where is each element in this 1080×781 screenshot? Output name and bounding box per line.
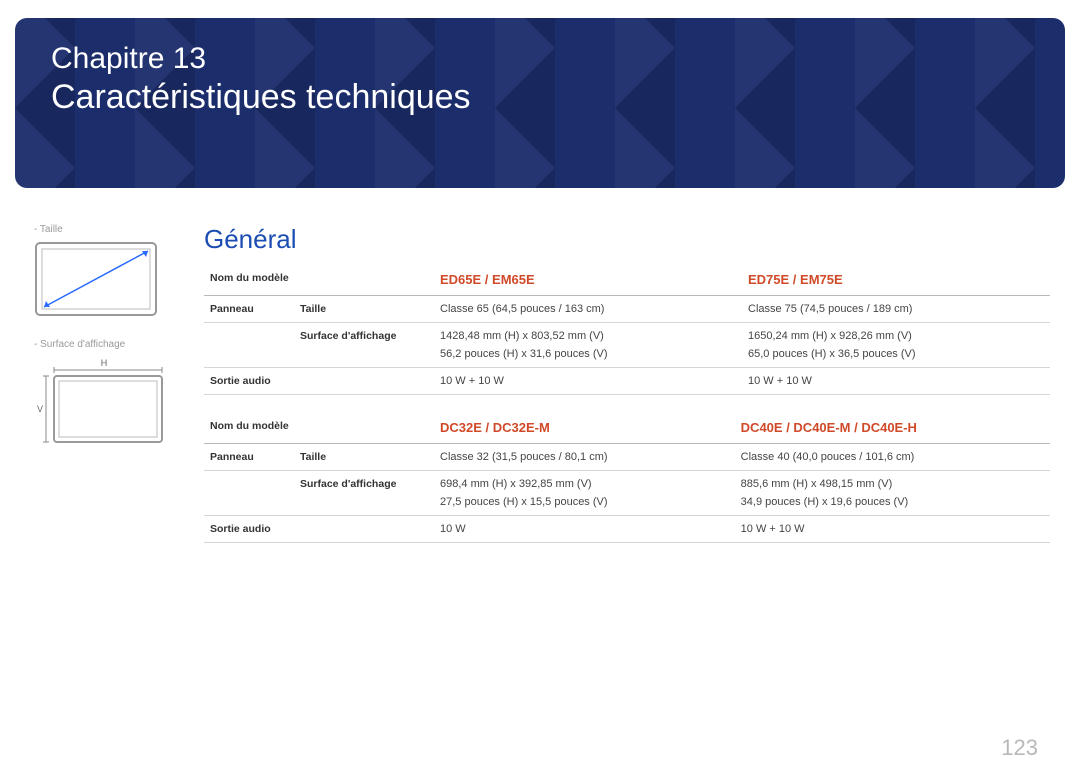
cell-value: 1428,48 mm (H) x 803,52 mm (V) 56,2 pouc… bbox=[434, 323, 742, 368]
cell-value: 10 W + 10 W bbox=[735, 516, 1050, 543]
model-header: ED75E / EM75E bbox=[742, 265, 1050, 296]
page-content: - Taille - Surface d'affichage H V Génér… bbox=[0, 224, 1080, 561]
row-category bbox=[204, 323, 294, 368]
size-footnote-label: - Taille bbox=[34, 224, 204, 235]
cell-value: Classe 75 (74,5 pouces / 189 cm) bbox=[742, 296, 1050, 323]
h-axis-label: H bbox=[101, 358, 108, 368]
model-header: DC32E / DC32E-M bbox=[434, 413, 735, 444]
model-header: ED65E / EM65E bbox=[434, 265, 742, 296]
row-category: Panneau bbox=[204, 444, 294, 471]
cell-value: 885,6 mm (H) x 498,15 mm (V) 34,9 pouces… bbox=[735, 471, 1050, 516]
page-number: 123 bbox=[1001, 735, 1038, 761]
row-category: Panneau bbox=[204, 296, 294, 323]
chapter-title: Caractéristiques techniques bbox=[51, 78, 1029, 117]
display-footnote-label: - Surface d'affichage bbox=[34, 339, 204, 350]
main-column: Général Nom du modèle ED65E / EM65E ED75… bbox=[204, 224, 1050, 561]
cell-value: 10 W + 10 W bbox=[434, 368, 742, 395]
chapter-label: Chapitre 13 bbox=[51, 42, 1029, 76]
cell-value: 10 W bbox=[434, 516, 735, 543]
row-subcategory: Taille bbox=[294, 296, 434, 323]
cell-value: Classe 40 (40,0 pouces / 101,6 cm) bbox=[735, 444, 1050, 471]
row-category: Sortie audio bbox=[204, 516, 434, 543]
col-header-model: Nom du modèle bbox=[204, 265, 434, 296]
sidebar: - Taille - Surface d'affichage H V bbox=[34, 224, 204, 561]
cell-value: 698,4 mm (H) x 392,85 mm (V) 27,5 pouces… bbox=[434, 471, 735, 516]
row-subcategory: Taille bbox=[294, 444, 434, 471]
section-title: Général bbox=[204, 224, 1050, 255]
model-header: DC40E / DC40E-M / DC40E-H bbox=[735, 413, 1050, 444]
row-subcategory: Surface d'affichage bbox=[294, 323, 434, 368]
row-category bbox=[204, 471, 294, 516]
cell-value: 1650,24 mm (H) x 928,26 mm (V) 65,0 pouc… bbox=[742, 323, 1050, 368]
cell-value: Classe 65 (64,5 pouces / 163 cm) bbox=[434, 296, 742, 323]
cell-value: 10 W + 10 W bbox=[742, 368, 1050, 395]
col-header-model: Nom du modèle bbox=[204, 413, 434, 444]
size-diagram-icon bbox=[34, 241, 164, 323]
display-diagram-icon: H V bbox=[34, 356, 174, 448]
spec-table-1: Nom du modèle ED65E / EM65E ED75E / EM75… bbox=[204, 265, 1050, 395]
row-subcategory: Surface d'affichage bbox=[294, 471, 434, 516]
row-category: Sortie audio bbox=[204, 368, 434, 395]
chapter-banner: Chapitre 13 Caractéristiques techniques bbox=[15, 18, 1065, 188]
spec-table-2: Nom du modèle DC32E / DC32E-M DC40E / DC… bbox=[204, 413, 1050, 543]
cell-value: Classe 32 (31,5 pouces / 80,1 cm) bbox=[434, 444, 735, 471]
v-axis-label: V bbox=[37, 404, 43, 414]
